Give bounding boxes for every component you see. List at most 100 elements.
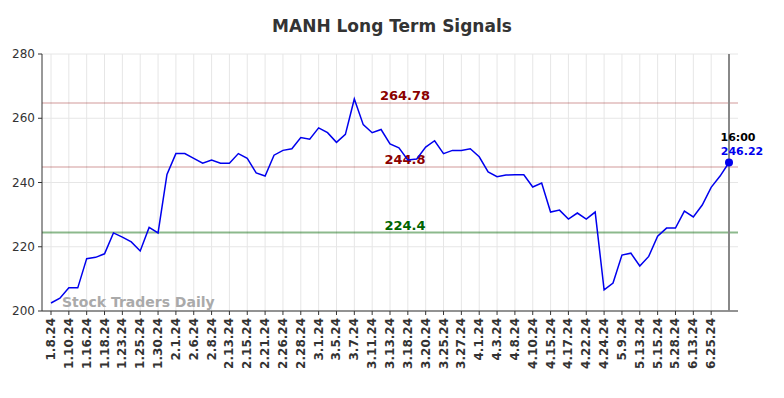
grid-line (42, 311, 738, 312)
grid-line (104, 54, 105, 311)
tick-label: 3.20.24 (419, 318, 433, 369)
tick (675, 311, 676, 315)
tick (693, 311, 694, 315)
grid-line (282, 54, 283, 311)
last-value: 246.22 (721, 145, 763, 158)
grid-line (443, 54, 444, 311)
tick (407, 311, 408, 315)
tick (711, 311, 712, 315)
tick (514, 311, 515, 315)
tick (158, 311, 159, 315)
grid-line (711, 54, 712, 311)
grid-line (86, 54, 87, 311)
grid-line (336, 54, 337, 311)
grid-line (318, 54, 319, 311)
tick-label: 3.25.24 (437, 318, 451, 369)
tick (265, 311, 266, 315)
tick-label: 1.25.24 (133, 318, 147, 369)
grid-line (514, 54, 515, 311)
reference-label: 264.78 (380, 88, 430, 103)
tick (300, 311, 301, 315)
tick-label: 2.1.24 (169, 318, 183, 361)
tick (38, 54, 42, 55)
tick-label: 5.15.24 (651, 318, 665, 369)
grid-line (140, 54, 141, 311)
grid-line (657, 54, 658, 311)
tick (318, 311, 319, 315)
tick (282, 311, 283, 315)
tick-label: 3.1.24 (312, 318, 326, 361)
tick (586, 311, 587, 315)
tick (354, 311, 355, 315)
tick (68, 311, 69, 315)
tick (211, 311, 212, 315)
tick-label: 2.26.24 (276, 318, 290, 369)
grid-line (354, 54, 355, 311)
tick-label: 3.18.24 (401, 318, 415, 369)
tick-label: 200 (12, 304, 35, 318)
tick (497, 311, 498, 315)
grid-line (479, 54, 480, 311)
tick-label: 4.15.24 (544, 318, 558, 369)
last-time: 16:00 (720, 131, 755, 144)
chart: MANH Long Term Signals2002202402602801.8… (0, 0, 784, 398)
grid-line (193, 54, 194, 311)
tick-label: 2.8.24 (205, 318, 219, 361)
tick-label: 1.18.24 (98, 318, 112, 369)
tick-label: 280 (12, 47, 35, 61)
tick-label: 2.28.24 (294, 318, 308, 369)
grid-line (265, 54, 266, 311)
tick-label: 4.24.24 (597, 318, 611, 369)
tick (621, 311, 622, 315)
grid-line (51, 54, 52, 311)
tick (550, 311, 551, 315)
tick (604, 311, 605, 315)
tick-label: 220 (12, 240, 35, 254)
tick-label: 4.1.24 (472, 318, 486, 361)
tick (247, 311, 248, 315)
tick (443, 311, 444, 315)
tick (140, 311, 141, 315)
tick-label: 1.16.24 (80, 318, 94, 369)
last-point (725, 159, 733, 167)
tick (390, 311, 391, 315)
grid-line (229, 54, 230, 311)
tick (372, 311, 373, 315)
tick (193, 311, 194, 315)
grid-line (158, 54, 159, 311)
tick-label: 2.21.24 (258, 318, 272, 369)
grid-line (675, 54, 676, 311)
tick-label: 1.10.24 (62, 318, 76, 369)
grid-line (68, 54, 69, 311)
reference-label: 224.4 (384, 218, 425, 233)
tick-label: 260 (12, 111, 35, 125)
grid-line (604, 54, 605, 311)
watermark: Stock Traders Daily (62, 294, 215, 310)
tick-label: 1.30.24 (151, 318, 165, 369)
tick-label: 2.13.24 (222, 318, 236, 369)
tick (104, 311, 105, 315)
tick-label: 3.7.24 (347, 318, 361, 361)
tick (51, 311, 52, 315)
tick-label: 4.3.24 (490, 318, 504, 361)
tick (38, 118, 42, 119)
grid-line (586, 54, 587, 311)
tick-label: 240 (12, 176, 35, 190)
grid-line (550, 54, 551, 311)
tick-label: 2.15.24 (240, 318, 254, 369)
tick (122, 311, 123, 315)
tick (639, 311, 640, 315)
tick-label: 3.27.24 (454, 318, 468, 369)
grid-line (568, 54, 569, 311)
tick (532, 311, 533, 315)
tick (86, 311, 87, 315)
plot (51, 99, 733, 303)
tick-label: 6.13.24 (686, 318, 700, 369)
grid-line (211, 54, 212, 311)
tick (38, 246, 42, 247)
tick (425, 311, 426, 315)
tick-label: 1.8.24 (44, 318, 58, 361)
tick-label: 3.5.24 (329, 318, 343, 361)
tick-label: 6.25.24 (704, 318, 718, 369)
last-line (728, 54, 730, 311)
